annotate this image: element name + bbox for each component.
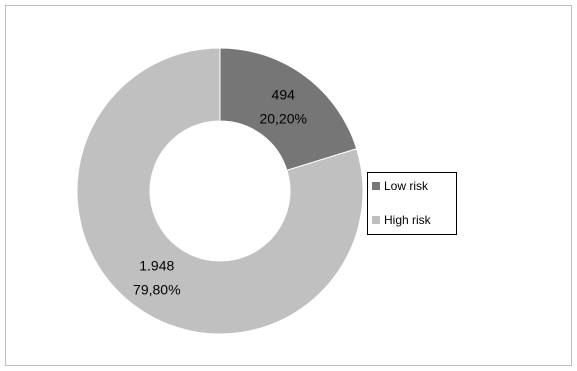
slice-high-risk	[76, 47, 364, 335]
legend: Low risk High risk	[367, 172, 457, 235]
legend-item-low-risk: Low risk	[372, 179, 428, 193]
slice-value-label-high-risk: 1.948	[139, 258, 174, 274]
labels-layer: 494 20,20% 1.948 79,80%	[133, 86, 307, 297]
legend-swatch-low-risk	[372, 182, 380, 190]
legend-item-high-risk: High risk	[372, 213, 431, 227]
slices-layer	[76, 47, 364, 335]
legend-swatch-high-risk	[372, 216, 380, 224]
slice-percent-label-high-risk: 79,80%	[133, 282, 180, 298]
legend-label-high-risk: High risk	[384, 213, 431, 227]
slice-low-risk	[219, 47, 358, 171]
legend-label-low-risk: Low risk	[384, 179, 429, 193]
slice-value-label-low-risk: 494	[272, 86, 296, 102]
slice-percent-label-low-risk: 20,20%	[259, 110, 306, 126]
